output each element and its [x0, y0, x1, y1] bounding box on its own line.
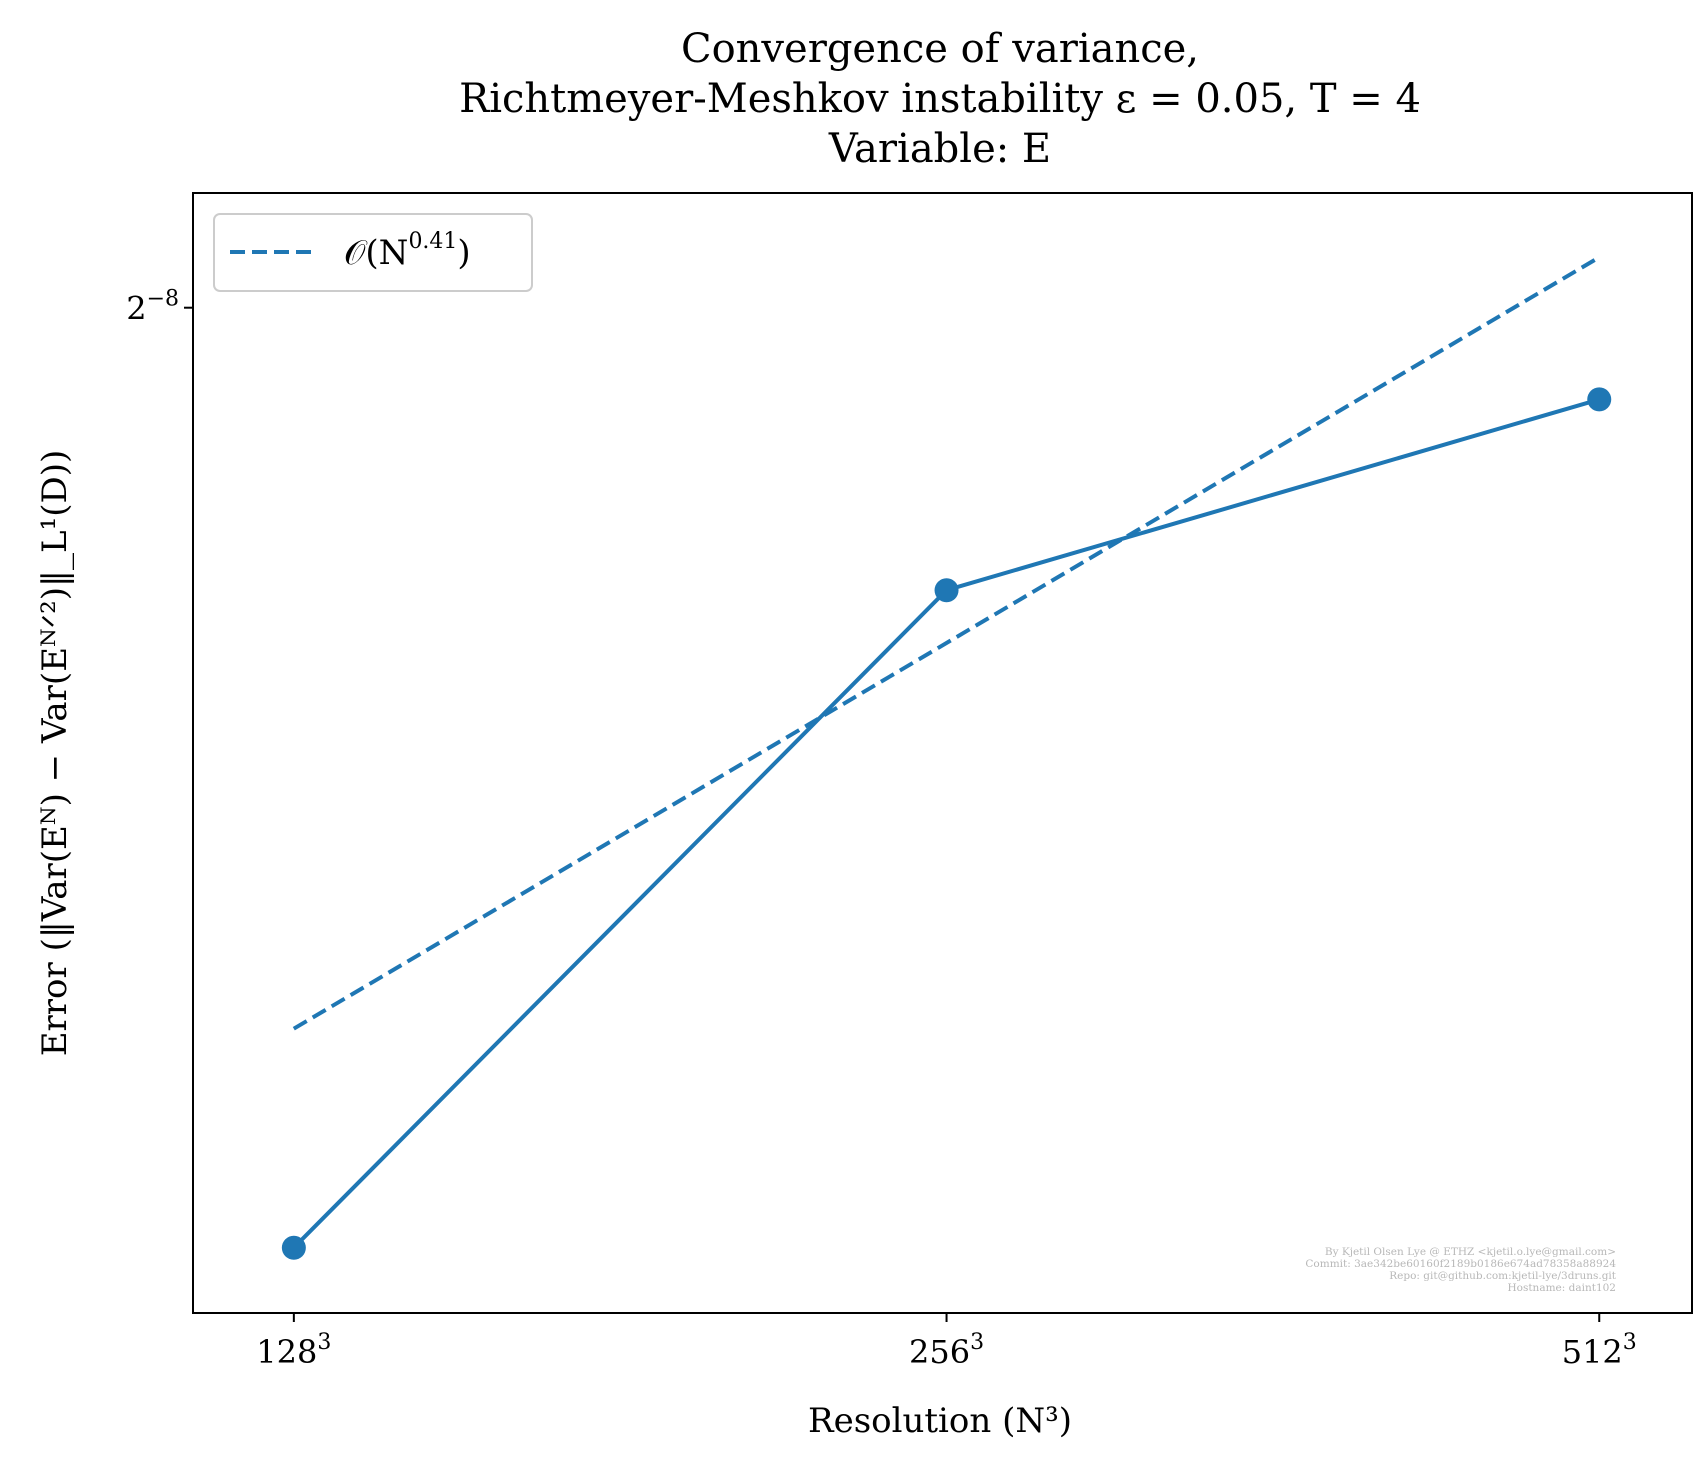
watermark-line-1: By Kjetil Olsen Lye @ ETHZ <kjetil.o.lye… [1325, 1246, 1616, 1258]
data-point-marker [934, 578, 959, 603]
title-line-3: Variable: E [828, 126, 1051, 172]
chart-title: Convergence of variance, Richtmeyer-Mesh… [459, 26, 1421, 172]
data-point-marker [1587, 387, 1612, 412]
plot-area-frame [192, 192, 1693, 1314]
watermark: By Kjetil Olsen Lye @ ETHZ <kjetil.o.lye… [1305, 1246, 1616, 1294]
y-axis-ticks: 2−8 [126, 287, 193, 328]
x-tick-label: 2563 [909, 1330, 984, 1371]
watermark-line-3: Repo: git@github.com:kjetil-lye/3druns.g… [1389, 1270, 1617, 1282]
legend-entry-label: 𝒪(N0.41) [344, 229, 471, 273]
x-tick-label: 5123 [1562, 1330, 1637, 1371]
watermark-line-2: Commit: 3ae342be60160f2189b0186e674ad783… [1305, 1258, 1616, 1270]
y-tick-label: 2−8 [126, 287, 179, 328]
fit-line-dashed [292, 255, 1601, 1031]
data-point-marker [281, 1235, 306, 1260]
title-line-1: Convergence of variance, [681, 26, 1199, 72]
legend-box [213, 213, 533, 292]
title-line-2: Richtmeyer-Meshkov instability ε = 0.05,… [459, 76, 1421, 122]
series-layer [281, 255, 1612, 1260]
legend: 𝒪(N0.41) [213, 213, 533, 292]
y-axis-label: Error (‖Var(Eᴺ) − Var(Eᴺᐟ²)‖_L¹(D)) [35, 450, 75, 1057]
x-tick-label: 1283 [256, 1330, 331, 1371]
x-axis-ticks: 1283 2563 5123 [256, 1313, 1637, 1371]
watermark-line-4: Hostname: daint102 [1507, 1282, 1616, 1294]
x-axis-label: Resolution (N³) [808, 1401, 1072, 1441]
